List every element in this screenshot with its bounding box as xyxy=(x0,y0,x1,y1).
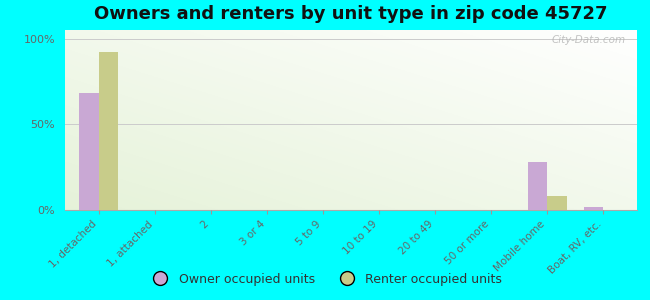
Bar xyxy=(99,52,118,210)
Bar xyxy=(79,93,99,210)
Text: City-Data.com: City-Data.com xyxy=(551,35,625,45)
Legend: Owner occupied units, Renter occupied units: Owner occupied units, Renter occupied un… xyxy=(143,268,507,291)
Bar xyxy=(547,196,567,210)
Bar xyxy=(528,162,547,210)
Title: Owners and renters by unit type in zip code 45727: Owners and renters by unit type in zip c… xyxy=(94,5,608,23)
Bar xyxy=(584,207,603,210)
